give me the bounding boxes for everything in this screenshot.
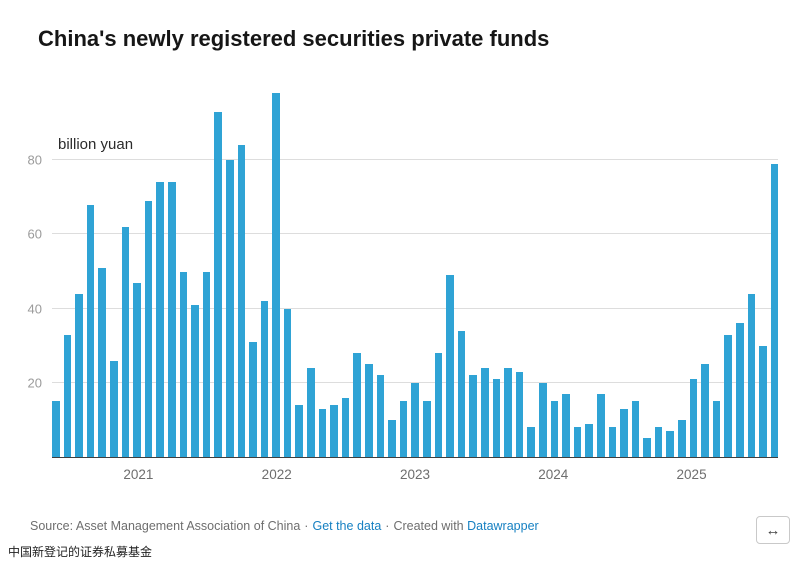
bar-2022-05 <box>318 408 327 457</box>
separator-dot: · <box>304 519 309 533</box>
bar-2021-02 <box>144 201 153 457</box>
bar-2021-11 <box>249 342 257 457</box>
bar-2022-08 <box>353 353 362 457</box>
y-tick-label-40: 40 <box>27 301 42 317</box>
bar-2023-08 <box>492 379 501 457</box>
plot-area: 20 40 60 80 billion yuan 2021 2022 2023 2024 20… <box>28 86 779 482</box>
bar-2024-12 <box>678 419 686 457</box>
source-text: Source: Asset Management Association of … <box>30 519 301 533</box>
bar-2024-03 <box>573 427 582 457</box>
bar-2021-06 <box>191 304 199 457</box>
bar-2024-08 <box>631 401 640 457</box>
resize-handle[interactable]: ↔ <box>756 516 790 544</box>
bar-2022-03 <box>295 405 304 457</box>
bar-2025-06 <box>747 293 756 457</box>
bar-2023-02 <box>423 401 431 457</box>
bar-2022-07 <box>341 397 350 457</box>
bar-2024-05 <box>596 393 605 457</box>
bar-2021-09 <box>225 160 234 457</box>
bar-2023-06 <box>469 375 477 457</box>
bar-2023-01 <box>411 382 419 457</box>
bar-2025-07 <box>759 345 767 457</box>
resize-arrows-icon: ↔ <box>765 521 781 539</box>
get-data-link[interactable]: Get the data <box>312 519 382 533</box>
x-tick-label-2025: 2025 <box>676 467 707 482</box>
gridline-40 <box>52 307 778 309</box>
x-tick-label-2021: 2021 <box>123 467 154 482</box>
bar-2023-09 <box>504 367 512 457</box>
bar-2024-09 <box>643 438 651 457</box>
bar-2021-05 <box>179 271 188 457</box>
bar-2022-09 <box>365 364 373 457</box>
bar-2024-04 <box>585 423 593 457</box>
separator-dot: · <box>385 519 390 533</box>
bar-2022-02 <box>283 308 292 457</box>
bar-2024-10 <box>654 427 663 457</box>
bar-2020-10 <box>98 267 106 457</box>
bar-2023-10 <box>515 371 524 457</box>
bar-2021-04 <box>167 182 176 457</box>
bar-2023-07 <box>480 367 489 457</box>
bar-2022-10 <box>376 375 385 457</box>
bar-2023-05 <box>457 330 466 457</box>
y-tick-label-20: 20 <box>27 375 42 391</box>
bar-2022-06 <box>330 405 338 457</box>
bar-2025-01 <box>689 379 698 457</box>
y-tick-label-60: 60 <box>27 226 42 242</box>
bar-2025-04 <box>724 334 733 457</box>
bar-2020-07 <box>63 334 72 457</box>
bar-2025-08 <box>770 163 779 457</box>
bar-2021-10 <box>237 145 246 457</box>
bar-2022-11 <box>388 419 396 457</box>
bar-2025-03 <box>712 401 721 457</box>
bar-2024-07 <box>620 408 628 457</box>
bar-2020-08 <box>75 293 83 457</box>
gridline-60 <box>52 233 778 235</box>
bar-2020-09 <box>86 204 95 457</box>
x-tick-label-2024: 2024 <box>538 467 569 482</box>
bars <box>52 86 779 457</box>
bar-2024-11 <box>666 431 675 457</box>
bar-2021-01 <box>133 282 141 457</box>
bar-2023-11 <box>527 427 535 457</box>
caption-cjk: 中国新登记的证券私募基金 <box>8 545 153 559</box>
y-tick-label-80: 80 <box>27 152 42 168</box>
bar-2022-01 <box>272 93 280 457</box>
bar-2025-05 <box>736 323 744 457</box>
chart-footer: Source: Asset Management Association of … <box>30 519 770 533</box>
bar-chart: 20 40 60 80 billion yuan 2021 2022 2023 2024 20… <box>28 86 779 482</box>
gridline-80 <box>52 159 778 161</box>
bar-2020-12 <box>121 226 130 457</box>
created-with-text: Created with <box>393 519 464 533</box>
gridline-20 <box>52 381 778 383</box>
bar-2024-02 <box>562 393 570 457</box>
chart-title: China's newly registered securities priv… <box>38 26 550 51</box>
bar-2022-04 <box>307 367 315 457</box>
unit-label: billion yuan <box>58 136 134 153</box>
bar-2020-11 <box>109 360 118 457</box>
bar-2021-07 <box>202 271 211 457</box>
bar-2021-08 <box>214 111 222 457</box>
bar-2021-03 <box>156 182 164 457</box>
bar-2023-03 <box>434 353 443 457</box>
bar-2020-06 <box>52 401 60 457</box>
bar-2021-12 <box>260 301 269 457</box>
datawrapper-link[interactable]: Datawrapper <box>467 519 539 533</box>
bar-2024-01 <box>550 401 559 457</box>
x-axis-labels: 2021 2022 2023 2024 2025 <box>52 457 778 483</box>
x-tick-label-2023: 2023 <box>399 467 431 482</box>
bar-2023-04 <box>446 275 454 457</box>
gridlines: 20 40 60 80 <box>28 86 778 457</box>
bar-2023-12 <box>538 382 547 457</box>
bar-2022-12 <box>399 401 408 457</box>
bar-2024-06 <box>608 427 617 457</box>
bar-2025-02 <box>701 364 709 457</box>
x-tick-label-2022: 2022 <box>261 467 292 482</box>
